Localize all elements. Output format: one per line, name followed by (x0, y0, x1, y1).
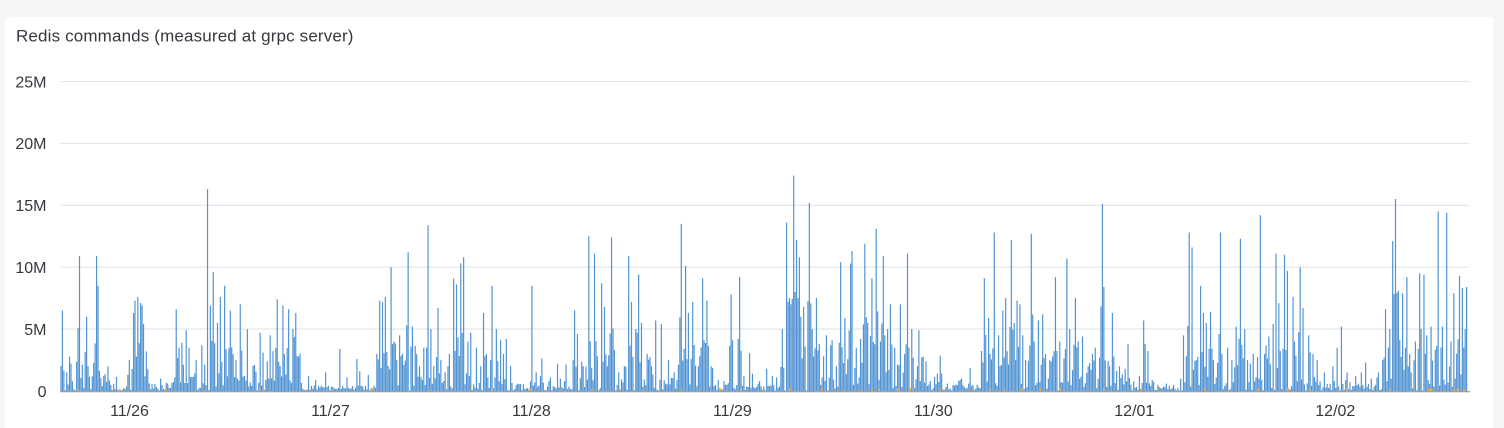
svg-text:25M: 25M (15, 74, 46, 91)
svg-text:0: 0 (38, 384, 47, 401)
svg-text:20M: 20M (15, 136, 46, 153)
svg-text:11/28: 11/28 (512, 403, 551, 420)
svg-text:11/29: 11/29 (713, 403, 752, 420)
svg-text:5M: 5M (24, 322, 46, 339)
svg-text:12/02: 12/02 (1315, 403, 1355, 420)
svg-text:12/01: 12/01 (1114, 403, 1154, 420)
svg-text:11/30: 11/30 (914, 403, 953, 420)
svg-text:11/27: 11/27 (311, 403, 350, 420)
svg-text:10M: 10M (15, 260, 46, 277)
svg-text:15M: 15M (15, 198, 46, 215)
svg-text:Redis commands (measured at gr: Redis commands (measured at grpc server) (16, 27, 354, 46)
svg-text:11/26: 11/26 (110, 403, 149, 420)
